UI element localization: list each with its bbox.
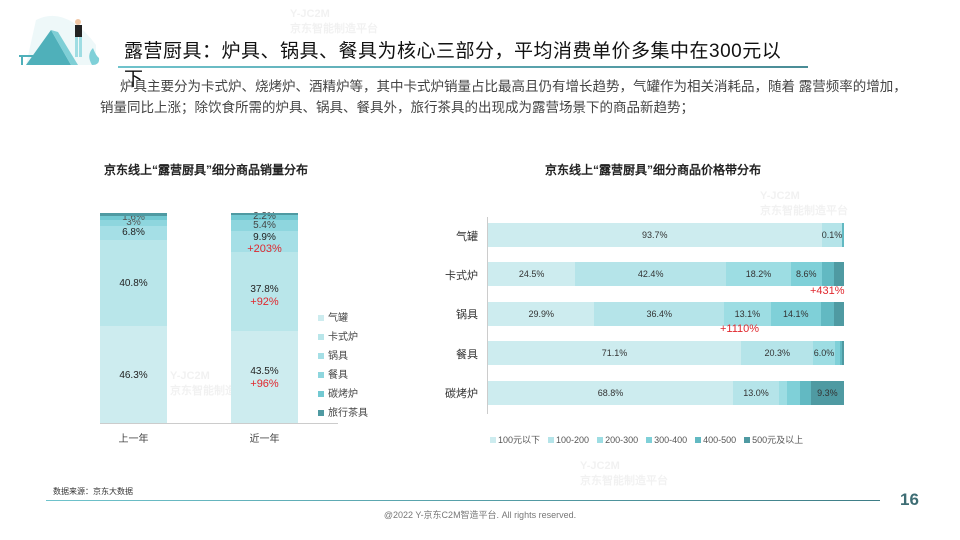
growth-label: +1110% [720, 323, 760, 335]
segment-cassette-stove: 37.8% +92% [231, 252, 298, 331]
price-chart-title: 京东线上“露营厨具”细分商品价格带分布 [545, 163, 762, 177]
value-label: 5.4% [253, 220, 276, 231]
legend-item: 锅具 [318, 345, 368, 364]
sales-legend: 气罐 卡式炉 锅具 餐具 碳烤炉 旅行茶具 [318, 307, 368, 421]
segment: 20.3% [741, 341, 814, 365]
growth-label: +96% [250, 378, 279, 390]
segment: 0.1% [822, 223, 842, 247]
segment [820, 302, 834, 326]
price-legend: 100元以下 100-200 200-300 300-400 400-500 5… [490, 433, 803, 446]
page-number: 16 [900, 490, 919, 509]
legend-item: 200-300 [597, 433, 638, 446]
footer-divider [46, 500, 880, 501]
segment: 24.5% [488, 262, 576, 286]
page-title-wrap: 下 [124, 69, 144, 90]
growth-label: +203% [247, 243, 282, 255]
sales-stacked-bar-chart: 46.3% 40.8% 6.8% 3% 1.6% 43.5% +96% 37.8… [100, 211, 330, 423]
segment-gas: 43.5% +96% [231, 331, 298, 423]
segment [786, 381, 801, 405]
price-row-gas: 93.7% 0.1% [488, 223, 844, 247]
segment [840, 341, 842, 365]
segment [841, 341, 844, 365]
segment-charcoal-grill: 1.6% [100, 212, 167, 223]
segment [842, 223, 844, 247]
segment-gas: 46.3% [100, 326, 167, 423]
growth-label: +92% [250, 296, 279, 308]
growth-label: +431% [810, 285, 845, 297]
segment [821, 262, 834, 286]
segment-cookware: 9.9% +203% [231, 231, 298, 255]
y-axis-line [487, 217, 488, 414]
segment [834, 341, 841, 365]
category-label: 气罐 [456, 231, 478, 243]
segment: 29.9% [488, 302, 595, 326]
data-source: 数据来源：京东大数据 [53, 487, 133, 496]
segment: 71.1% [488, 341, 742, 365]
legend-item: 400-500 [695, 433, 736, 446]
value-label: 9.9% [253, 232, 276, 243]
category-label: 卡式炉 [445, 270, 478, 282]
segment: 18.2% [726, 262, 791, 286]
legend-item: 100-200 [548, 433, 589, 446]
segment [779, 381, 787, 405]
segment-tableware: 5.4% [231, 220, 298, 231]
category-label: 餐具 [456, 349, 478, 361]
value-label: 2.2% [253, 211, 276, 222]
price-row-cassette-stove: 24.5% 42.4% 18.2% 8.6% [488, 262, 844, 286]
legend-item: 100元以下 [490, 433, 540, 446]
segment: 36.4% [594, 302, 725, 326]
legend-item: 碳烤炉 [318, 383, 368, 402]
legend-item: 气罐 [318, 307, 368, 326]
category-label: 碳烤炉 [445, 388, 478, 400]
segment: 9.3% [810, 381, 844, 405]
x-label-this-year: 近一年 [249, 434, 280, 445]
segment: 14.1% [770, 302, 821, 326]
segment [834, 302, 844, 326]
category-label: 锅具 [456, 309, 478, 321]
sales-chart-title: 京东线上“露营厨具”细分商品销量分布 [104, 163, 309, 177]
bar-last-year: 46.3% 40.8% 6.8% 3% 1.6% [100, 212, 167, 423]
legend-item: 300-400 [646, 433, 687, 446]
value-label: 1.6% [122, 212, 145, 223]
segment: 42.4% [575, 262, 727, 286]
copyright: @2022 Y-京东C2M智造平台. All rights reserved. [383, 510, 577, 520]
value-label: 40.8% [119, 278, 148, 289]
x-label-last-year: 上一年 [118, 434, 149, 445]
watermark: Y-JC2M 京东智能制造平台 [760, 190, 848, 217]
bar-this-year: 43.5% +96% 37.8% +92% 9.9% +203% 5.4% 2.… [231, 211, 298, 423]
segment [833, 262, 844, 286]
value-label: 37.8% [250, 284, 279, 295]
segment-cookware: 6.8% [100, 226, 167, 240]
page-title: 露营厨具：炉具、锅具、餐具为核心三部分，平均消费单价多集中在300元以 [124, 41, 782, 62]
segment-tableware: 3% [100, 217, 167, 228]
camping-illustration-icon [19, 15, 100, 65]
segment-tea-set [231, 213, 298, 215]
title-underline [118, 66, 808, 68]
segment: 13.0% [732, 381, 780, 405]
segment: 8.6% [790, 262, 822, 286]
segment [800, 381, 811, 405]
watermark: Y-JC2M 京东智能制造平台 [580, 460, 668, 487]
value-label: 43.5% [250, 366, 279, 377]
legend-item: 卡式炉 [318, 326, 368, 345]
price-row-tableware: 71.1% 20.3% 6.0% [488, 341, 844, 365]
price-row-charcoal-grill: 68.8% 13.0% 9.3% [488, 381, 844, 405]
price-row-cookware: 29.9% 36.4% 13.1% 14.1% [488, 302, 844, 326]
segment: 93.7% [488, 223, 822, 247]
value-label: 3% [126, 217, 141, 228]
segment-tea-set [100, 213, 167, 216]
segment: 6.0% [813, 341, 835, 365]
legend-item: 餐具 [318, 364, 368, 383]
x-axis-line [100, 423, 338, 424]
segment: 68.8% [488, 381, 733, 405]
legend-item: 旅行茶具 [318, 402, 368, 421]
segment-charcoal-grill: 2.2% [231, 211, 298, 222]
watermark: Y-JC2M 京东智能制造平台 [290, 8, 378, 35]
legend-item: 500元及以上 [744, 433, 803, 446]
segment: 13.1% [724, 302, 771, 326]
value-label: 46.3% [119, 370, 148, 381]
value-label: 6.8% [122, 227, 145, 238]
description: 炉具主要分为卡式炉、烧烤炉、酒精炉等，其中卡式炉销量占比最高且仍有增长趋势，气罐… [100, 79, 907, 115]
segment-cassette-stove: 40.8% [100, 240, 167, 326]
